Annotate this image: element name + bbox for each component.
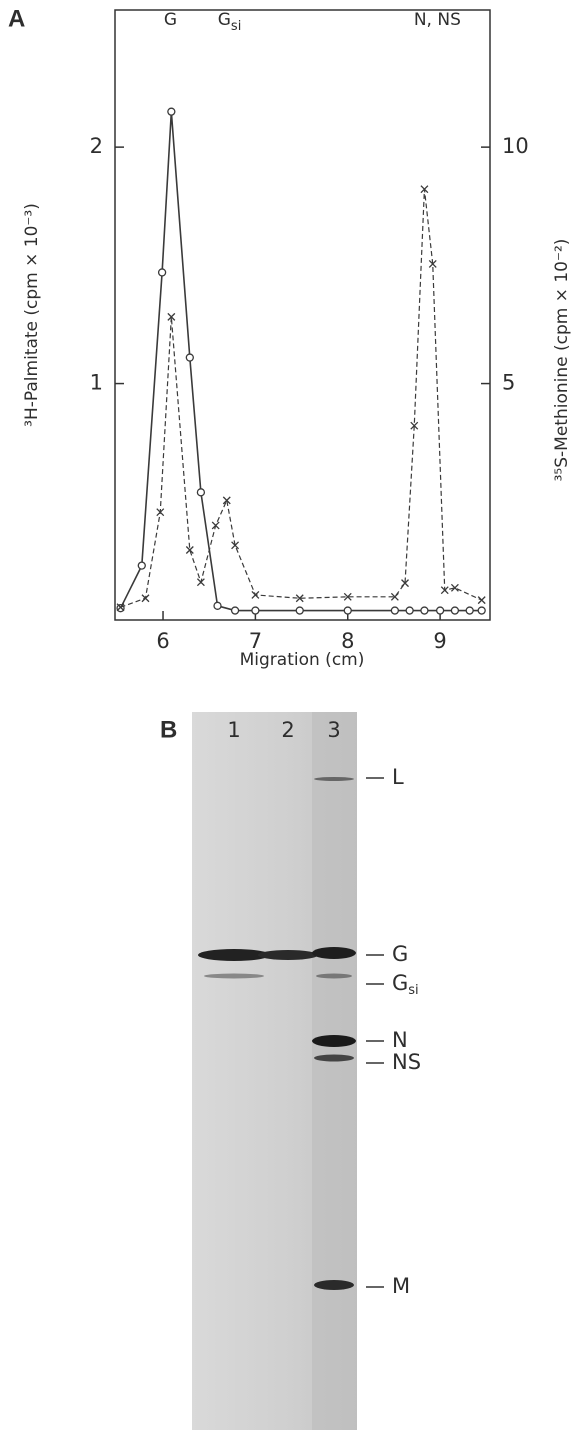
- point: [421, 607, 428, 614]
- point: [344, 607, 351, 614]
- point: [296, 607, 303, 614]
- point: [391, 607, 398, 614]
- point: [252, 607, 259, 614]
- point: [406, 607, 413, 614]
- x-tick-label: 9: [433, 629, 446, 653]
- label-base: G: [392, 971, 408, 995]
- band: [316, 974, 352, 979]
- label-base: G: [218, 10, 231, 30]
- label-sub: si: [408, 983, 418, 998]
- band: [314, 777, 354, 781]
- y-tick-label: 1: [90, 371, 103, 395]
- label-base: N, NS: [414, 10, 461, 30]
- label: N, NS: [414, 10, 461, 30]
- point: [478, 607, 485, 614]
- x-axis-label: Migration (cm): [240, 650, 365, 670]
- y2-tick-label: 5: [502, 371, 515, 395]
- figure: A Migration (cm) ³H-Palmitate (cpm × 10⁻…: [0, 0, 579, 1442]
- x-tick-label: 6: [156, 629, 169, 653]
- lane-label: 3: [327, 718, 340, 742]
- label: NS: [392, 1050, 421, 1074]
- y2-axis-label: ³⁵S-Methionine (cpm × 10⁻²): [552, 239, 572, 482]
- point: [138, 562, 145, 569]
- x-tick-label: 7: [249, 629, 262, 653]
- label-base: G: [164, 10, 177, 30]
- point: [197, 579, 204, 586]
- label: N: [392, 1028, 408, 1052]
- lane-label: 1: [227, 718, 240, 742]
- lane-smear: [312, 712, 357, 1430]
- y-axis-label: ³H-Palmitate (cpm × 10⁻³): [22, 203, 42, 427]
- point: [212, 522, 219, 529]
- label-base: L: [392, 765, 404, 789]
- label: G: [164, 10, 177, 30]
- label: Gsi: [392, 971, 419, 998]
- band: [204, 974, 264, 979]
- point: [451, 607, 458, 614]
- point: [437, 607, 444, 614]
- label: M: [392, 1274, 410, 1298]
- label: Gsi: [218, 10, 242, 34]
- label-base: M: [392, 1274, 410, 1298]
- point: [252, 591, 259, 598]
- label-base: G: [392, 942, 408, 966]
- point: [186, 354, 193, 361]
- point: [232, 607, 239, 614]
- y-tick-label: 2: [90, 134, 103, 158]
- label-base: N: [392, 1028, 408, 1052]
- lane-label: 2: [281, 718, 294, 742]
- point: [214, 602, 221, 609]
- band: [314, 1055, 354, 1062]
- band: [312, 1035, 356, 1047]
- point: [478, 597, 485, 604]
- gel-panel: B: [160, 712, 357, 1430]
- y2-tick-label: 10: [502, 134, 529, 158]
- point: [466, 607, 473, 614]
- band: [314, 1280, 354, 1290]
- point: [197, 489, 204, 496]
- label-sub: si: [231, 19, 241, 34]
- band: [312, 947, 356, 959]
- panel-letter: A: [8, 5, 25, 32]
- label: L: [392, 765, 404, 789]
- panel-letter: B: [160, 716, 177, 743]
- plot-frame: [115, 10, 490, 620]
- series-line: [121, 189, 482, 607]
- label-base: NS: [392, 1050, 421, 1074]
- point: [159, 269, 166, 276]
- x-tick-label: 8: [341, 629, 354, 653]
- point: [168, 108, 175, 115]
- band: [258, 950, 318, 960]
- label: G: [392, 942, 408, 966]
